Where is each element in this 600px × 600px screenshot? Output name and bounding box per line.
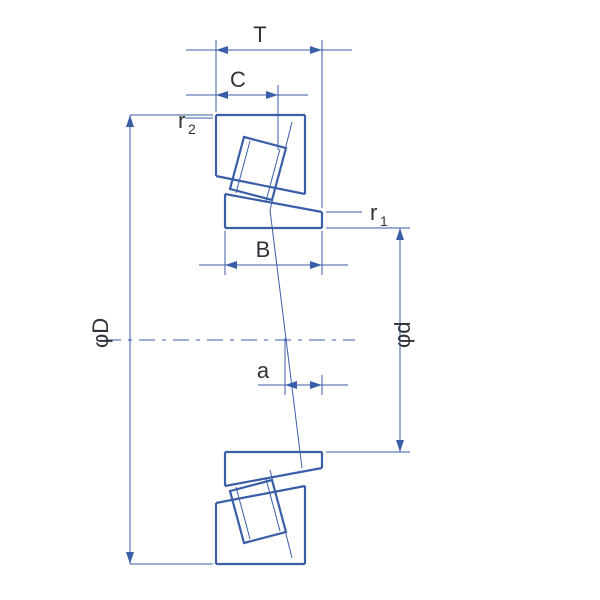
svg-text:φD: φD: [88, 318, 113, 348]
svg-text:r: r: [178, 108, 185, 133]
svg-text:r: r: [370, 200, 377, 225]
svg-text:a: a: [257, 358, 270, 383]
svg-text:B: B: [256, 237, 271, 262]
svg-text:1: 1: [380, 213, 388, 229]
svg-text:T: T: [253, 22, 266, 47]
svg-text:2: 2: [188, 121, 196, 137]
svg-text:φd: φd: [390, 321, 415, 348]
svg-text:C: C: [230, 67, 246, 92]
bearing-cross-section-diagram: TCBaφDφdr1r2: [0, 0, 600, 600]
